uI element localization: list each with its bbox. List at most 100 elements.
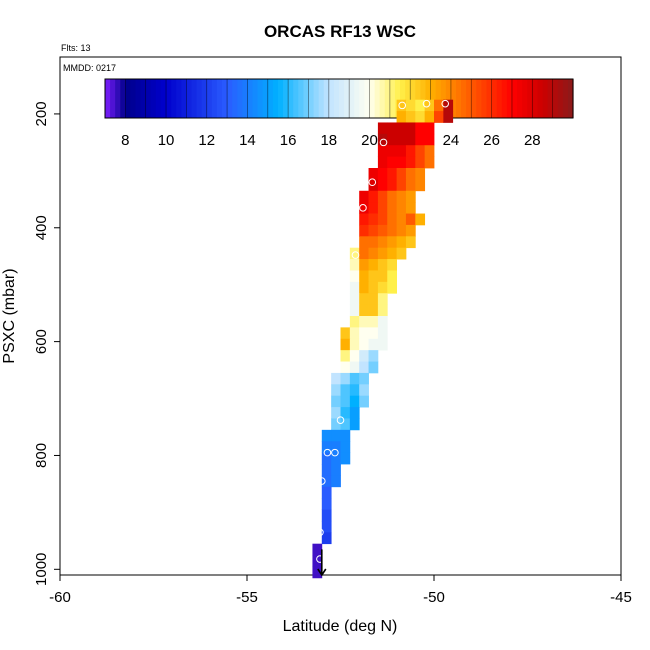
colorbar-tick-label: 20 — [361, 132, 378, 149]
colorbar-strip — [364, 79, 371, 118]
heatmap-cell — [377, 168, 388, 180]
colorbar-strip — [222, 79, 228, 118]
heatmap-cell — [368, 168, 379, 180]
plot-frame — [59, 56, 622, 576]
colorbar-strip — [430, 79, 437, 118]
heatmap-cell — [368, 202, 379, 214]
heatmap-cell — [368, 304, 379, 317]
colorbar-strip — [298, 79, 304, 118]
heatmap-cell — [377, 224, 388, 237]
heatmap-cell — [396, 99, 407, 112]
heatmap-cell — [359, 350, 369, 362]
sample-marker — [398, 101, 407, 110]
heatmap-cell — [321, 475, 332, 488]
heatmap-cell — [387, 145, 397, 158]
colorbar-strip — [216, 79, 223, 118]
heatmap-cell — [377, 190, 388, 203]
colorbar-tick-label: 18 — [320, 132, 337, 149]
heatmap-cell — [359, 304, 369, 317]
colorbar-strip — [333, 79, 340, 118]
heatmap-cell — [340, 372, 351, 385]
heatmap-cell — [331, 384, 341, 397]
heatmap-cell — [387, 281, 397, 294]
colorbar-strip — [313, 79, 320, 118]
heatmap-cell — [359, 190, 369, 203]
heatmap-cell — [377, 156, 388, 169]
heatmap-cell — [368, 259, 379, 271]
heatmap-cell — [368, 327, 379, 340]
colorbar-strip — [277, 79, 284, 118]
colorbar-strip — [354, 79, 360, 118]
colorbar-strip — [293, 79, 299, 118]
sample-marker — [316, 555, 324, 563]
arrow-head — [317, 568, 327, 577]
heatmap-cell — [424, 111, 435, 123]
heatmap-cell — [377, 270, 388, 283]
colorbar-strip — [517, 79, 523, 118]
heatmap-cell — [415, 168, 426, 180]
heatmap-cell — [405, 122, 416, 135]
colorbar-strip — [491, 79, 498, 118]
colorbar-strip — [456, 79, 462, 118]
colorbar-strip — [242, 79, 249, 118]
colorbar-strip — [547, 79, 554, 118]
colorbar-tick-label: 26 — [483, 132, 500, 149]
heatmap-cell — [331, 395, 341, 408]
heatmap-cell — [405, 190, 416, 203]
heatmap-cell — [331, 475, 341, 488]
colorbar-strip — [359, 79, 366, 118]
heatmap-cell — [434, 111, 444, 123]
colorbar-strip — [201, 79, 208, 118]
colorbar-strip — [267, 79, 274, 118]
colorbar-strip — [206, 79, 213, 118]
heatmap-cell — [349, 270, 360, 283]
heatmap-cell — [349, 259, 360, 271]
heatmap-cell — [359, 270, 369, 283]
heatmap-cell — [331, 441, 341, 454]
colorbar-tick-label: 12 — [198, 132, 215, 149]
heatmap-cell — [340, 350, 351, 362]
colorbar-strip — [105, 79, 111, 118]
heatmap-cell — [387, 179, 397, 192]
colorbar-strip — [400, 79, 406, 118]
colorbar-tick-label: 14 — [239, 132, 256, 149]
heatmap-cell — [405, 236, 416, 249]
heatmap-cell — [321, 441, 332, 454]
heatmap-cell — [349, 372, 360, 385]
colorbar-strip — [522, 79, 528, 118]
heatmap-cell — [396, 213, 407, 226]
heatmap-cell — [415, 179, 426, 192]
heatmap-cell — [368, 338, 379, 351]
sample-marker — [323, 448, 332, 457]
heatmap-cell — [321, 486, 332, 499]
colorbar-strip — [262, 79, 269, 118]
heatmap-cell — [359, 372, 369, 385]
flights-label: Flts: 13 — [61, 43, 91, 53]
heatmap-cell — [359, 316, 369, 328]
heatmap-cell — [368, 316, 379, 328]
heatmap-cell — [349, 247, 360, 260]
colorbar-tick-label: 16 — [280, 132, 297, 149]
heatmap-cell — [405, 99, 416, 112]
heatmap-cell — [387, 213, 397, 226]
y-tick-label: 400 — [33, 215, 50, 240]
colorbar-strip — [420, 79, 427, 118]
colorbar-strip — [344, 79, 350, 118]
heatmap-cell — [359, 361, 369, 374]
heatmap-cell — [349, 407, 360, 419]
heatmap-cell — [359, 213, 369, 226]
sample-marker — [441, 99, 450, 108]
colorbar-strip — [166, 79, 172, 118]
heatmap-cell — [405, 133, 416, 146]
heatmap-cell — [415, 122, 426, 135]
heatmap-cell — [387, 236, 397, 249]
colorbar-strip — [532, 79, 538, 118]
colorbar-strip — [374, 79, 381, 118]
heatmap-cell — [415, 156, 426, 169]
heatmap-cell — [377, 259, 388, 271]
heatmap-cell — [321, 509, 332, 522]
colorbar-strip — [389, 79, 396, 118]
colorbar-strip — [323, 79, 330, 118]
heatmap-cell — [377, 338, 388, 351]
